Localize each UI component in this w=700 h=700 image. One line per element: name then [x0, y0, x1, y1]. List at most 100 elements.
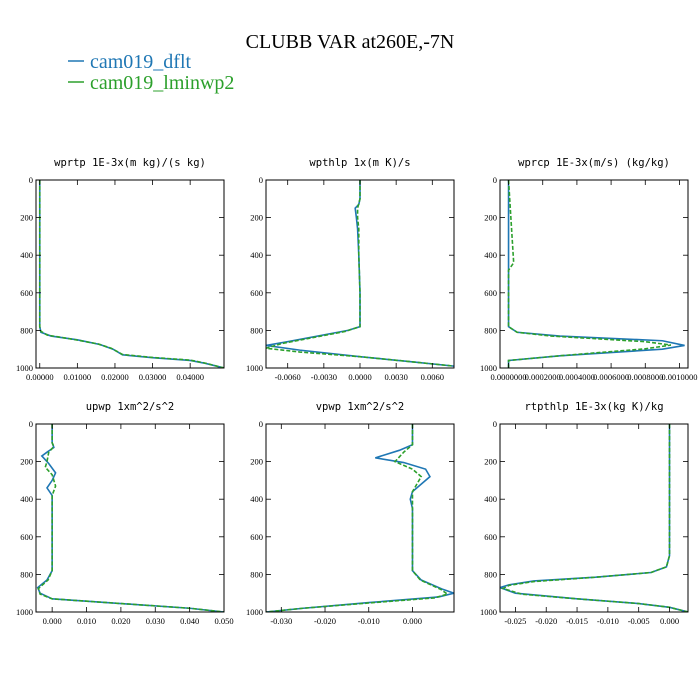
x-tick-label: -0.020: [314, 616, 336, 626]
y-tick-label: 1000: [480, 607, 497, 617]
panel-title: wprcp 1E-3x(m/s) (kg/kg): [518, 157, 670, 169]
panel-title: wprtp 1E-3x(m kg)/(s kg): [54, 157, 206, 169]
x-tick-label: 0.02000: [101, 372, 129, 382]
plot-frame: [499, 179, 689, 369]
x-tick-label: 0.040: [180, 616, 199, 626]
panel-1: wprtp 1E-3x(m kg)/(s kg) 0 200 400 600 800 100…: [16, 157, 225, 382]
panel-title: upwp 1xm^2/s^2: [86, 401, 175, 413]
panel-4: upwp 1xm^2/s^2 0 200 400 600 800 1000 0.000 0.01…: [16, 401, 234, 626]
y-tick-label: 200: [250, 457, 263, 467]
y-tick-label: 600: [250, 532, 263, 542]
y-tick-label: 200: [250, 213, 263, 223]
x-tick-label: 0.0004000: [559, 372, 595, 382]
y-tick-label: 1000: [480, 363, 497, 373]
y-tick-label: 600: [20, 532, 33, 542]
series-line-cam019_lminwp2: [500, 424, 688, 612]
y-tick-label: 1000: [16, 363, 33, 373]
y-tick-label: 400: [250, 250, 263, 260]
plot-frame: [499, 423, 689, 613]
y-tick-label: 400: [250, 494, 263, 504]
x-tick-label: 0.00000: [26, 372, 54, 382]
series-line-cam019_lminwp2: [37, 424, 224, 612]
x-tick-label: 0.0010000: [661, 372, 697, 382]
y-tick-label: 600: [484, 532, 497, 542]
x-tick-label: 0.01000: [64, 372, 92, 382]
y-tick-label: 200: [484, 457, 497, 467]
y-tick-label: 1000: [16, 607, 33, 617]
legend: cam019_dflt cam019_lminwp2: [68, 51, 234, 94]
x-tick-label: 0.030: [146, 616, 165, 626]
panels: wprtp 1E-3x(m kg)/(s kg) 0 200 400 600 800 100…: [16, 157, 698, 626]
y-tick-label: 600: [250, 288, 263, 298]
x-tick-label: 0.010: [77, 616, 96, 626]
x-tick-label: -0.010: [358, 616, 380, 626]
x-tick-label: -0.005: [628, 616, 650, 626]
plot-frame: [35, 423, 225, 613]
legend-entry-lminwp2: cam019_lminwp2: [68, 72, 234, 94]
y-tick-label: 400: [484, 494, 497, 504]
legend-entry-dflt: cam019_dflt: [68, 51, 192, 73]
x-tick-label: -0.020: [535, 616, 557, 626]
x-tick-label: 0.0000: [348, 372, 371, 382]
y-tick-label: 600: [484, 288, 497, 298]
x-tick-label: -0.0030: [311, 372, 337, 382]
y-tick-label: 400: [20, 494, 33, 504]
y-tick-label: 400: [20, 250, 33, 260]
y-tick-label: 800: [250, 569, 263, 579]
series-line-cam019_dflt: [36, 424, 224, 612]
x-tick-label: 0.03000: [139, 372, 167, 382]
x-tick-label: 0.000: [403, 616, 422, 626]
panel-5: vpwp 1xm^2/s^2 0 200 400 600 800 1000 -0.030 -0.…: [246, 401, 455, 626]
x-tick-label: 0.020: [111, 616, 130, 626]
x-tick-label: -0.0060: [275, 372, 301, 382]
x-tick-label: 0.050: [214, 616, 233, 626]
y-tick-label: 800: [20, 325, 33, 335]
figure-title: CLUBB VAR at260E,-7N: [246, 31, 455, 53]
series-line-cam019_dflt: [266, 424, 454, 612]
y-tick-label: 1000: [246, 363, 263, 373]
series-line-cam019_lminwp2: [266, 180, 454, 367]
y-tick-label: 600: [20, 288, 33, 298]
x-tick-label: 0.0008000: [627, 372, 663, 382]
series-line-cam019_lminwp2: [266, 424, 450, 612]
plot-frame: [265, 423, 455, 613]
x-tick-label: 0.0060: [421, 372, 444, 382]
y-tick-label: 200: [484, 213, 497, 223]
y-tick-label: 1000: [246, 607, 263, 617]
series-line-cam019_lminwp2: [38, 180, 224, 368]
panel-6: rtpthlp 1E-3x(kg K)/kg02004006008001000-…: [480, 401, 689, 626]
panel-2: wpthlp 1x(m K)/s 0 200 400 600 800 1000 -0.0060…: [246, 157, 455, 382]
y-tick-label: 800: [250, 325, 263, 335]
y-tick-label: 0: [259, 419, 263, 429]
y-tick-label: 800: [484, 569, 497, 579]
y-tick-label: 200: [20, 213, 33, 223]
series-line-cam019_dflt: [500, 424, 688, 612]
y-tick-label: 400: [484, 250, 497, 260]
y-tick-label: 800: [484, 325, 497, 335]
series-line-cam019_lminwp2: [507, 180, 672, 368]
x-tick-label: 0.0000000: [490, 372, 526, 382]
x-tick-label: 0.0006000: [593, 372, 629, 382]
plot-frame: [35, 179, 225, 369]
y-tick-label: 0: [29, 419, 33, 429]
y-tick-label: 0: [29, 175, 33, 185]
y-tick-label: 200: [20, 457, 33, 467]
x-tick-label: 0.04000: [176, 372, 204, 382]
series-line-cam019_dflt: [266, 180, 454, 367]
x-tick-label: -0.015: [566, 616, 588, 626]
legend-label-dflt: cam019_dflt: [90, 51, 192, 73]
panel-title: rtpthlp 1E-3x(kg K)/kg: [524, 401, 663, 413]
y-tick-label: 800: [20, 569, 33, 579]
x-tick-label: 0.000: [43, 616, 62, 626]
x-tick-label: -0.030: [270, 616, 292, 626]
series-line-cam019_dflt: [38, 180, 224, 368]
x-tick-label: 0.0030: [384, 372, 407, 382]
x-tick-label: 0.0002000: [525, 372, 561, 382]
y-tick-label: 0: [259, 175, 263, 185]
panel-title: wpthlp 1x(m K)/s: [309, 157, 410, 169]
panel-3: wprcp 1E-3x(m/s) (kg/kg) 0 200 400 600 800 100…: [480, 157, 698, 382]
legend-label-lminwp2: cam019_lminwp2: [90, 72, 234, 94]
x-tick-label: -0.025: [504, 616, 526, 626]
panel-title: vpwp 1xm^2/s^2: [316, 401, 405, 413]
